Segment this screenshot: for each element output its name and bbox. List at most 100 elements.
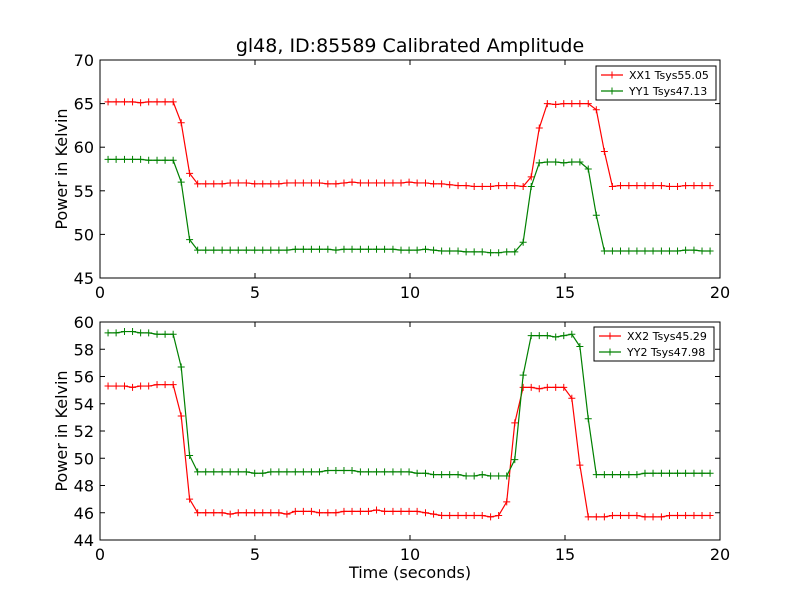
data-point-marker [413, 507, 421, 515]
data-point-marker [641, 469, 649, 477]
data-point-marker [381, 507, 389, 515]
data-point-marker [112, 382, 120, 390]
data-point-marker [364, 507, 372, 515]
data-point-marker [543, 332, 551, 340]
y-tick-label: 46 [74, 504, 94, 523]
legend-label: YY1 Tsys47.13 [628, 85, 707, 98]
data-point-marker [161, 98, 169, 106]
data-point-marker [495, 182, 503, 190]
data-point-marker [454, 247, 462, 255]
data-point-marker [405, 468, 413, 476]
data-point-marker [226, 510, 234, 518]
data-point-marker [592, 471, 600, 479]
data-point-marker [267, 509, 275, 517]
data-point-marker [210, 468, 218, 476]
data-point-marker [503, 248, 511, 256]
data-point-marker [487, 513, 495, 521]
data-point-marker [202, 180, 210, 188]
data-point-marker [315, 179, 323, 187]
data-point-marker [706, 469, 714, 477]
data-point-marker [194, 468, 202, 476]
data-point-marker [129, 383, 137, 391]
data-point-marker [511, 182, 519, 190]
y-tick-label: 58 [74, 340, 94, 359]
data-point-marker [682, 182, 690, 190]
data-point-marker [129, 328, 137, 336]
data-point-marker [177, 412, 185, 420]
data-point-marker [633, 247, 641, 255]
data-point-marker [592, 513, 600, 521]
x-tick-label: 10 [400, 283, 420, 302]
data-point-marker [608, 182, 616, 190]
data-point-marker [560, 383, 568, 391]
data-point-marker [267, 246, 275, 254]
data-point-marker [600, 471, 608, 479]
data-point-marker [405, 178, 413, 186]
data-point-marker [625, 247, 633, 255]
data-point-marker [299, 179, 307, 187]
data-point-marker [560, 159, 568, 167]
data-point-marker [177, 119, 185, 127]
data-point-marker [446, 181, 454, 189]
data-point-marker [307, 245, 315, 253]
data-point-marker [576, 343, 584, 351]
data-point-marker [470, 472, 478, 480]
y-tick-label: 52 [74, 422, 94, 441]
data-point-marker [657, 469, 665, 477]
data-point-marker [348, 178, 356, 186]
data-point-marker [364, 468, 372, 476]
x-tick-label: 0 [95, 545, 105, 564]
data-point-marker [625, 182, 633, 190]
data-point-marker [665, 511, 673, 519]
data-point-marker [519, 371, 527, 379]
data-point-marker [202, 509, 210, 517]
data-point-marker [373, 179, 381, 187]
data-point-marker [356, 468, 364, 476]
data-point-marker [422, 245, 429, 253]
data-point-marker [535, 332, 543, 340]
data-point-marker [543, 383, 551, 391]
data-point-marker [487, 249, 495, 257]
data-point-marker [592, 211, 600, 219]
data-point-marker [202, 246, 210, 254]
data-point-marker [104, 329, 112, 337]
data-point-marker [389, 468, 397, 476]
data-point-marker [511, 419, 519, 427]
data-point-marker [218, 180, 226, 188]
data-point-marker [299, 468, 307, 476]
data-point-marker [462, 511, 470, 519]
data-point-marker [682, 511, 690, 519]
data-point-marker [706, 182, 714, 190]
data-point-marker [202, 468, 210, 476]
data-point-marker [600, 247, 608, 255]
data-point-marker [616, 471, 624, 479]
data-point-marker [698, 469, 706, 477]
data-point-marker [397, 468, 405, 476]
data-point-marker [665, 247, 673, 255]
figure-title: gl48, ID:85589 Calibrated Amplitude [236, 35, 584, 57]
data-point-marker [381, 245, 389, 253]
bottom-chart-panel: 0 5 10 15 20 44 46 48 50 52 54 56 58 60 Power in Kelvi… [52, 313, 730, 582]
data-point-marker [226, 179, 234, 187]
data-point-marker [275, 509, 283, 517]
data-point-marker [535, 124, 543, 132]
data-point-marker [560, 332, 568, 340]
data-point-marker [616, 247, 624, 255]
data-point-marker [291, 507, 299, 515]
data-point-marker [291, 468, 299, 476]
legend: XX2 Tsys45.29 YY2 Tsys47.98 [593, 326, 715, 362]
y-axis-title: Power in Kelvin [52, 370, 71, 491]
data-point-marker [690, 469, 698, 477]
data-point-marker [137, 329, 145, 337]
data-point-marker [137, 155, 145, 163]
y-tick-label: 50 [74, 449, 94, 468]
data-point-marker [438, 471, 446, 479]
data-point-marker [495, 472, 503, 480]
data-point-marker [568, 100, 576, 108]
data-point-marker [177, 178, 185, 186]
y-tick-label: 60 [74, 138, 94, 157]
data-point-marker [315, 509, 323, 517]
data-point-marker [397, 507, 405, 515]
data-point-marker [324, 509, 332, 517]
data-point-marker [657, 513, 665, 521]
